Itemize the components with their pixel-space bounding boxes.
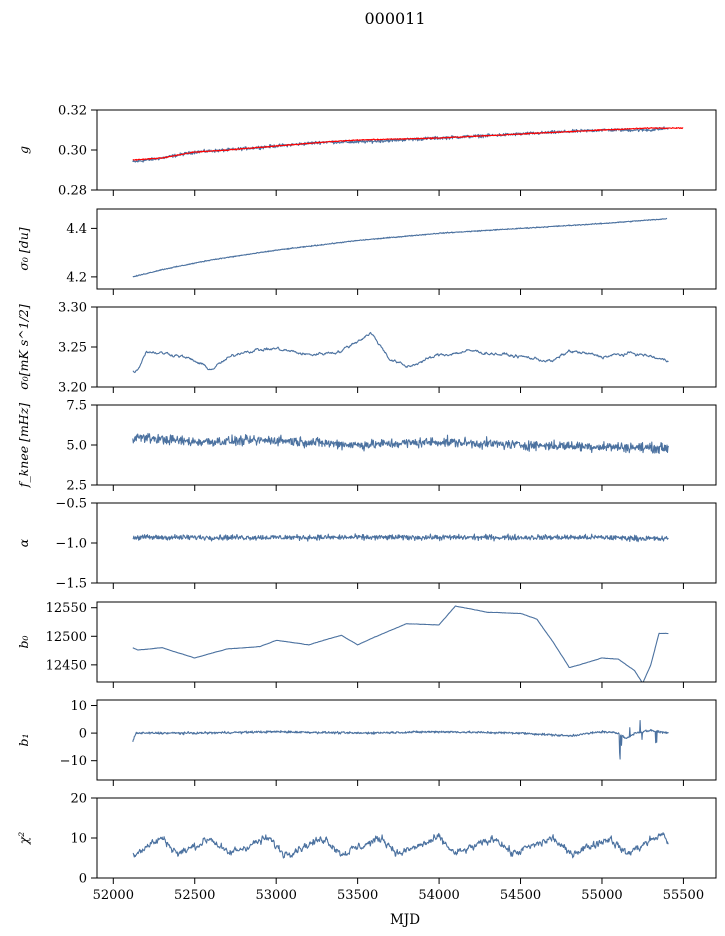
x-tick-label: 53500 (337, 888, 378, 903)
axes-frame-sigma0_mk (96, 306, 717, 388)
panel-fknee: 2.5 5.0 7.5 f_knee [mHz] (16, 399, 717, 494)
x-tick-label: 52000 (93, 888, 134, 903)
y-tick-label-sigma0: 4.2 (66, 270, 87, 285)
axes-frame-b0 (96, 601, 717, 683)
y-tick-label-chi2: 10 (70, 832, 87, 847)
series-line-b1-0 (132, 719, 669, 760)
y-axis-label-g: g (16, 146, 31, 154)
y-tick-label-g: 0.30 (58, 144, 87, 159)
y-tick-label-b1: 10 (70, 699, 87, 714)
y-axis-label-fknee: f_knee [mHz] (16, 403, 31, 488)
y-tick-label-alpha: −1.5 (55, 577, 87, 592)
series-line-chi2-0 (132, 832, 669, 859)
figure-title: 000011 (364, 9, 425, 28)
x-tick-label: 55500 (663, 888, 704, 903)
axes-frame-chi2 (96, 797, 717, 879)
y-tick-label-g: 0.32 (58, 104, 87, 119)
y-tick-label-g: 0.28 (58, 184, 87, 199)
y-tick-label-sigma0_mk: 3.25 (58, 341, 87, 356)
series-line-b0-0 (132, 605, 669, 682)
axes-frame-sigma0 (96, 208, 717, 290)
y-tick-label-sigma0: 4.4 (66, 222, 87, 237)
panel-g: 0.28 0.30 0.32 g (16, 104, 717, 199)
series-line-sigma0-0 (132, 217, 668, 278)
y-axis-label-b0: b₀ (16, 635, 31, 648)
panel-chi2: 0 10 20 52000 52500 53000 53500 54000 54500 55000… (16, 792, 717, 903)
y-tick-label-fknee: 2.5 (66, 479, 87, 494)
series-line-fknee-0 (132, 432, 669, 454)
panel-alpha: −1.5 −1.0 −0.5 α (16, 497, 717, 592)
series-line-g-0 (132, 126, 669, 163)
panel-b1: −10 0 10 b₁ (16, 699, 717, 786)
panels: 0.28 0.30 0.32 g 4.2 4.4 σ₀ [du] 3.20 3.25 3.30 σ₀… (16, 104, 717, 903)
y-tick-label-alpha: −0.5 (55, 497, 87, 512)
y-tick-label-b1: −10 (60, 754, 87, 769)
x-tick-label: 53000 (256, 888, 297, 903)
panel-sigma0_mk: 3.20 3.25 3.30 σ₀[mK s^1/2] (16, 301, 717, 396)
y-axis-label-sigma0: σ₀ [du] (16, 227, 31, 270)
y-tick-label-fknee: 5.0 (66, 439, 87, 454)
panel-sigma0: 4.2 4.4 σ₀ [du] (16, 208, 717, 295)
y-tick-label-b0: 12500 (46, 630, 87, 645)
y-axis-label-chi2: χ² (16, 832, 31, 846)
y-tick-label-b0: 12550 (46, 601, 87, 616)
axes-frame-b1 (96, 699, 717, 781)
x-tick-label: 54000 (418, 888, 459, 903)
y-tick-label-fknee: 7.5 (66, 399, 87, 414)
series-line-g-1 (132, 126, 684, 161)
x-tick-label: 54500 (500, 888, 541, 903)
x-axis-label: MJD (390, 912, 420, 928)
y-tick-label-b0: 12450 (46, 658, 87, 673)
y-tick-label-b1: 0 (79, 727, 87, 742)
y-tick-label-chi2: 20 (70, 792, 87, 807)
series-line-alpha-0 (132, 533, 669, 543)
y-axis-label-sigma0_mk: σ₀[mK s^1/2] (16, 304, 31, 390)
panel-b0: 12450 12500 12550 b₀ (16, 601, 717, 688)
y-axis-label-b1: b₁ (16, 733, 31, 746)
y-tick-label-chi2: 0 (79, 872, 87, 887)
x-tick-label: 55000 (581, 888, 622, 903)
axes-frame-alpha (96, 502, 717, 584)
series-line-sigma0_mk-0 (132, 331, 669, 374)
y-tick-label-alpha: −1.0 (55, 537, 87, 552)
axes-frame-g (96, 109, 717, 191)
y-tick-label-sigma0_mk: 3.20 (58, 381, 87, 396)
x-tick-label: 52500 (174, 888, 215, 903)
y-tick-label-sigma0_mk: 3.30 (58, 301, 87, 316)
y-axis-label-alpha: α (16, 538, 31, 547)
